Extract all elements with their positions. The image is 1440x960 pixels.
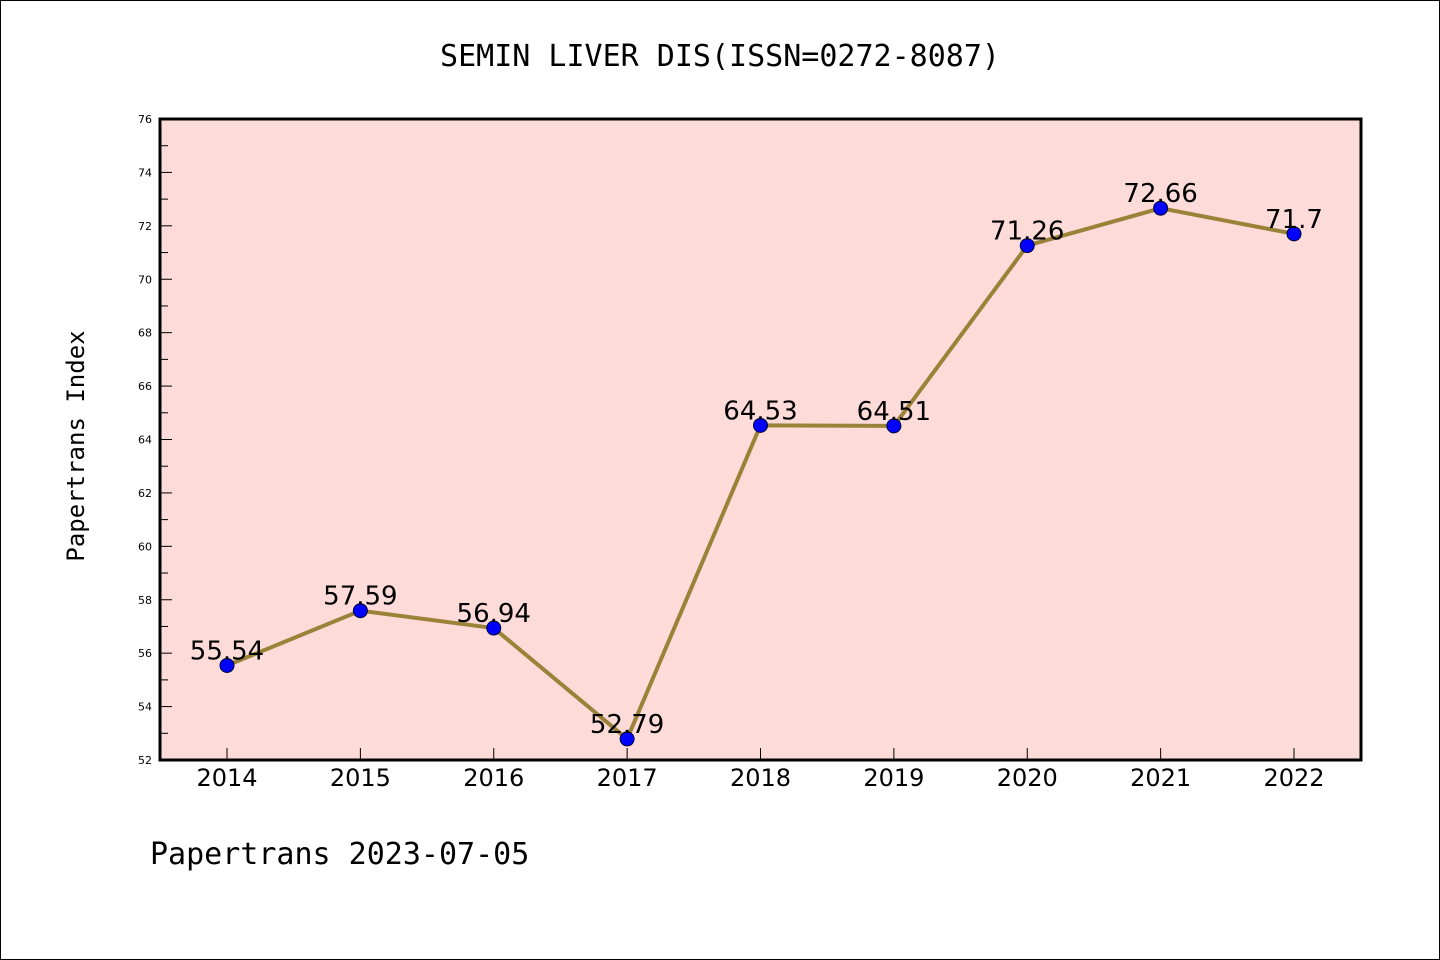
- data-points: [219, 200, 1302, 747]
- data-label: 56.94: [457, 599, 531, 629]
- data-point: [486, 620, 502, 636]
- x-tick-label: 2021: [1130, 764, 1191, 792]
- data-point: [886, 418, 902, 434]
- data-label: 64.51: [857, 397, 931, 427]
- y-tick-label: 76: [138, 113, 152, 126]
- y-tick-label: 64: [138, 434, 152, 447]
- x-tick-label: 2020: [997, 764, 1058, 792]
- data-point: [352, 603, 368, 619]
- chart-title: SEMIN LIVER DIS(ISSN=0272-8087): [440, 39, 1000, 74]
- data-point: [753, 417, 768, 433]
- x-tick-label: 2014: [196, 764, 257, 792]
- data-label: 57.59: [323, 582, 397, 612]
- data-label: 71.7: [1265, 205, 1323, 235]
- data-label: 55.54: [190, 636, 264, 666]
- y-tick-label: 54: [138, 701, 152, 714]
- x-tick-label: 2015: [330, 764, 391, 792]
- y-tick-label: 62: [138, 487, 152, 500]
- y-tick-label: 56: [138, 647, 152, 660]
- data-point: [219, 657, 235, 673]
- x-tick-label: 2016: [463, 764, 524, 792]
- data-point: [1153, 200, 1169, 216]
- data-label: 52.79: [590, 710, 664, 740]
- x-tick-label: 2022: [1263, 764, 1324, 792]
- data-point: [1286, 226, 1302, 242]
- footer-text: Papertrans 2023-07-05: [150, 837, 529, 872]
- x-axis-ticks: 2014 2015 2016 2017 2018 2019 2020 2021 2022: [196, 748, 1325, 792]
- data-labels: 55.54 57.59 56.94 52.79 64.53 64.51 71.26 72.66…: [190, 179, 1323, 740]
- y-major-ticks: 52 54 56 58 60 62 64 66 68 70 72 74 76: [138, 113, 172, 767]
- plot-border: [158, 117, 1363, 762]
- data-point: [1019, 238, 1035, 254]
- y-tick-label: 60: [138, 540, 152, 553]
- x-tick-label: 2018: [730, 764, 791, 792]
- y-tick-label: 52: [138, 754, 152, 767]
- y-tick-label: 70: [138, 273, 152, 286]
- x-tick-label: 2017: [597, 764, 658, 792]
- y-tick-label: 72: [138, 220, 152, 233]
- y-tick-label: 66: [138, 380, 152, 393]
- x-tick-label: 2019: [863, 764, 924, 792]
- data-label: 64.53: [723, 396, 797, 426]
- y-axis-label: Papertrans Index: [62, 330, 90, 561]
- y-tick-label: 58: [138, 594, 152, 607]
- data-point: [619, 731, 635, 747]
- data-label: 72.66: [1123, 179, 1197, 209]
- y-tick-label: 68: [138, 327, 152, 340]
- data-label: 71.26: [990, 217, 1064, 247]
- plot-area: [160, 119, 1361, 760]
- y-tick-label: 74: [138, 166, 152, 179]
